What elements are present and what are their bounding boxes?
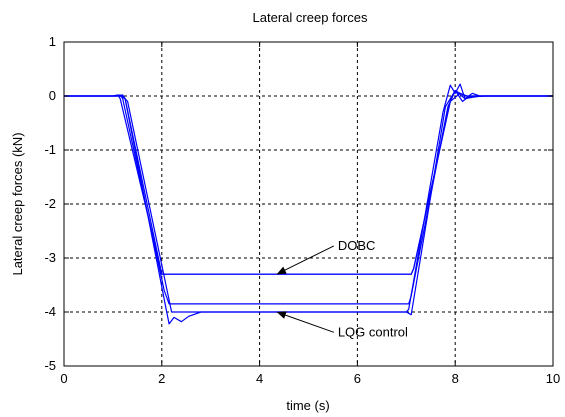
annotation-arrow-head (276, 266, 287, 275)
x-axis-label: time (s) (286, 398, 329, 413)
chart-title: Lateral creep forces (253, 10, 368, 25)
annotation-arrow-line (276, 245, 335, 275)
x-tick-label: 6 (354, 371, 361, 386)
y-tick-label: 1 (49, 34, 56, 49)
x-tick-label: 8 (452, 371, 459, 386)
y-tick-labels: 1 0 -1 -2 -3 -4 -5 (44, 34, 56, 373)
series-line-4 (64, 90, 553, 275)
x-tick-label: 4 (256, 371, 263, 386)
y-tick-label: -5 (44, 358, 56, 373)
annotation-label: DOBC (338, 238, 376, 253)
annotation-arrow-line (276, 311, 335, 333)
y-tick-label: -3 (44, 250, 56, 265)
x-tick-labels: 0 2 4 6 8 10 (60, 371, 560, 386)
y-tick-label: -2 (44, 196, 56, 211)
y-tick-label: 0 (49, 88, 56, 103)
y-tick-label: -4 (44, 304, 56, 319)
grid (64, 42, 553, 366)
series-line-1 (64, 92, 553, 275)
annotation-arrow-head (276, 311, 287, 319)
series-line-2 (64, 90, 553, 305)
series-line-5 (64, 90, 553, 316)
series-lines (64, 83, 553, 325)
annotations: DOBC LQG control (276, 238, 408, 339)
annotation-label: LQG control (338, 324, 408, 339)
x-tick-label: 2 (158, 371, 165, 386)
x-tick-label: 10 (546, 371, 560, 386)
x-tick-label: 0 (60, 371, 67, 386)
y-tick-label: -1 (44, 142, 56, 157)
tick-marks (63, 41, 554, 367)
y-axis-label: Lateral creep forces (kN) (10, 132, 25, 275)
